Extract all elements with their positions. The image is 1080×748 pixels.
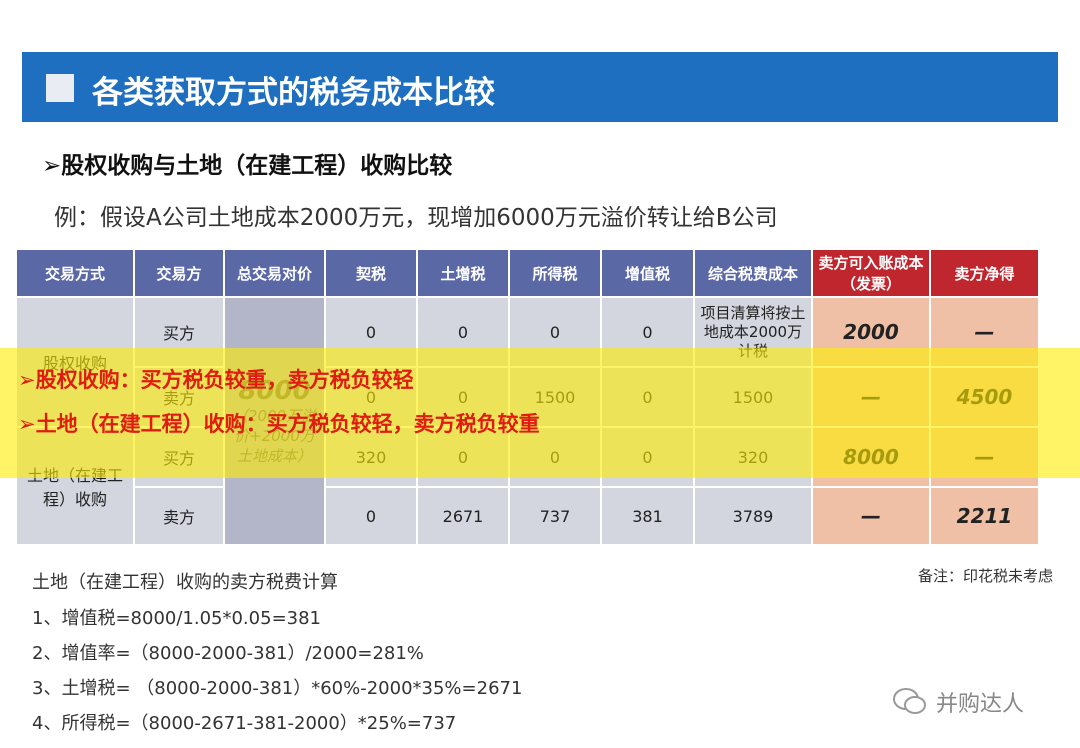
party: 卖方: [133, 486, 225, 546]
table-cell: 2671: [416, 486, 510, 546]
table-cell: 737: [508, 486, 602, 546]
table-cell: —: [811, 486, 931, 546]
column-header: 卖方净得: [929, 248, 1040, 298]
title-banner: 各类获取方式的税务成本比较: [22, 52, 1058, 122]
note-line: 1、增值税=8000/1.05*0.05=381: [32, 608, 322, 629]
column-header: 交易方式: [15, 248, 135, 298]
column-header: 契税: [324, 248, 418, 298]
table-row: 卖方 0 2671 737 381 3789—2211: [16, 486, 1040, 546]
column-header: 交易方: [133, 248, 225, 298]
note-line: 3、土增税= （8000-2000-381）*60%-2000*35%=2671: [32, 678, 523, 699]
example: 例：假设A公司土地成本2000万元，现增加6000万元溢价转让给B公司: [54, 205, 778, 231]
wechat-icon: [893, 688, 926, 714]
title-icon: [46, 74, 74, 102]
note-line: 4、所得税=（8000-2671-381-2000）*25%=737: [32, 713, 457, 734]
table-cell: 0: [324, 486, 418, 546]
column-header: 所得税: [508, 248, 602, 298]
column-header: 土增税: [416, 248, 510, 298]
subtitle: ➢股权收购与土地（在建工程）收购比较: [42, 153, 453, 179]
column-header: 卖方可入账成本（发票）: [811, 248, 931, 298]
overlay-text: ➢土地（在建工程）收购：买方税负较轻，卖方税负较重: [18, 412, 540, 436]
title: 各类获取方式的税务成本比较: [92, 75, 495, 111]
table-cell: 381: [600, 486, 695, 546]
overlay-text: ➢股权收购：买方税负较重，卖方税负较轻: [18, 368, 414, 392]
column-header: 总交易对价: [223, 248, 326, 298]
notes-title: 土地（在建工程）收购的卖方税费计算: [32, 572, 338, 593]
watermark: 并购达人: [936, 692, 1025, 717]
column-header: 增值税: [600, 248, 695, 298]
table-cell: 3789: [693, 486, 813, 546]
note-line: 2、增值率=（8000-2000-381）/2000=281%: [32, 643, 424, 664]
table-cell: 2211: [929, 486, 1040, 546]
highlight-overlay: ➢股权收购：买方税负较重，卖方税负较轻 ➢土地（在建工程）收购：买方税负较轻，卖…: [0, 348, 1080, 478]
column-header: 综合税费成本: [693, 248, 813, 298]
header-row: 交易方式 交易方 总交易对价 契税 土增税 所得税 增值税 综合税费成本 卖方可入账成本（发票）…: [15, 248, 1040, 298]
remark: 备注：印花税未考虑: [917, 567, 1053, 585]
